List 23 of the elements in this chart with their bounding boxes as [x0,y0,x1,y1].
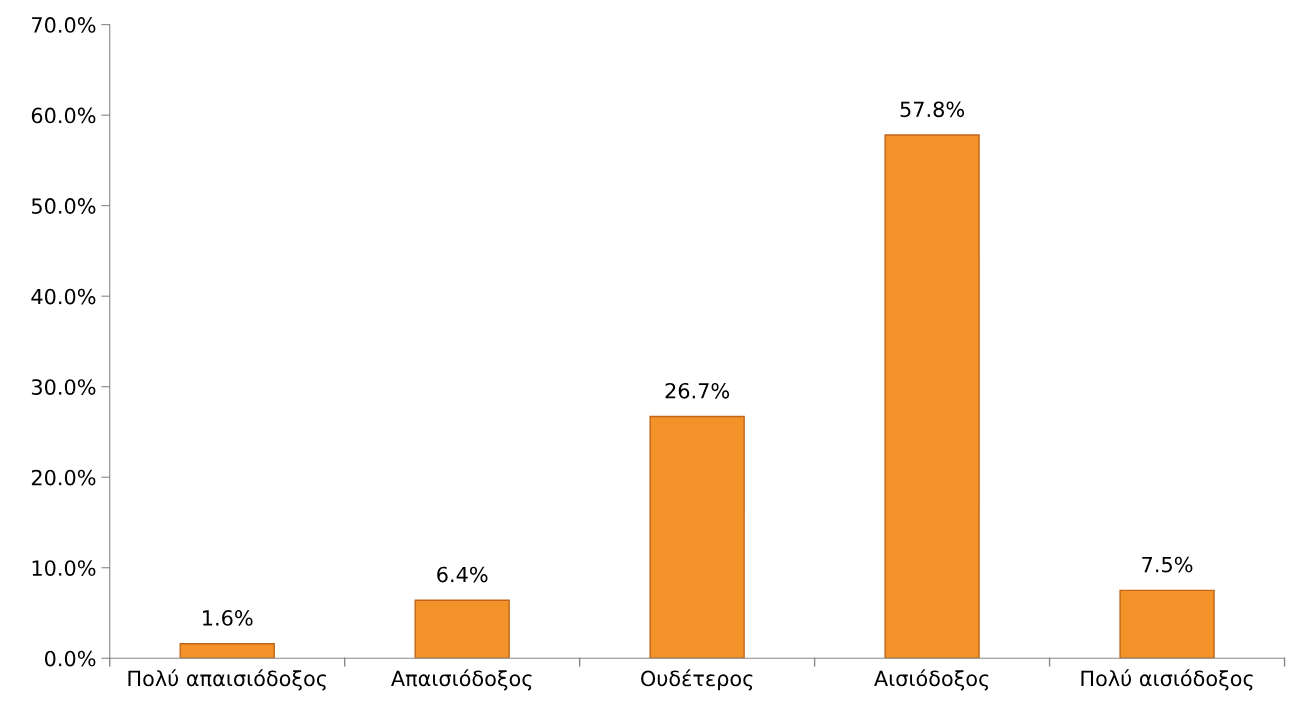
bar [1119,589,1215,659]
data-label: 7.5% [1142,556,1193,573]
data-label: 57.8% [900,101,965,118]
x-tick-label: Πολύ απαισιόδοξος [128,669,326,691]
bar [179,643,275,659]
data-label: 26.7% [665,382,730,399]
y-tick-label: 60.0% [31,107,96,124]
bar [884,134,980,659]
y-tick-label: 30.0% [31,379,96,395]
bar [414,599,510,659]
y-tick-label: 0.0% [44,650,96,667]
y-tick-label: 10.0% [32,560,96,576]
bar [649,415,745,659]
x-tick-label: Αισιόδοξος [874,669,989,691]
x-tick-label: Ουδέτερος [641,669,753,691]
data-label: 6.4% [437,566,488,583]
x-tick-label: Απαισιόδοξος [391,669,532,691]
x-tick-label: Πολύ αισιόδοξος [1081,669,1253,691]
y-tick-label: 50.0% [31,198,96,214]
y-tick-label: 70.0% [32,17,96,33]
data-label: 1.6% [203,610,253,626]
y-tick-label: 20.0% [31,469,96,486]
y-tick-label: 40.0% [31,288,96,305]
